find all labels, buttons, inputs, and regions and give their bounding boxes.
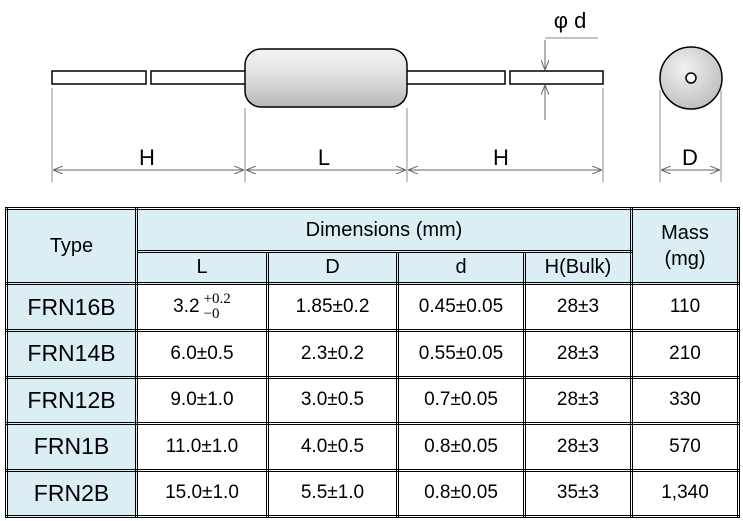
table-cell: 570 <box>630 422 740 472</box>
table-cell: 1.85±0.2 <box>266 282 399 332</box>
dimension-lines <box>53 40 720 170</box>
table-cell: 2.3±0.2 <box>266 329 399 379</box>
table-cell: 0.8±0.05 <box>396 468 526 518</box>
table-cell: 11.0±1.0 <box>135 422 269 472</box>
extension-lines <box>51 37 722 182</box>
h-label: H <box>139 145 155 170</box>
table-cell: 0.55±0.05 <box>396 329 526 379</box>
type-cell: FRN16B <box>5 282 138 332</box>
d-label: D <box>682 145 698 170</box>
table-cell: 210 <box>630 329 740 379</box>
tolerance: +0.2 −0 <box>204 292 231 322</box>
header-cell: L <box>135 250 269 285</box>
table-row: FRN16B 3.2 +0.2 −0 1.85±0.2 0.45±0.05 28±3 110 <box>5 282 740 332</box>
type-cell: FRN14B <box>5 329 138 379</box>
table-cell: 0.7±0.05 <box>396 375 526 425</box>
table-cell: 0.8±0.05 <box>396 422 526 472</box>
resistor-diagram: φ d H L H D <box>51 8 723 182</box>
type-cell: FRN1B <box>5 422 138 472</box>
table-row: FRN12B 9.0±1.0 3.0±0.5 0.7±0.05 28±3 330 <box>5 375 740 425</box>
lower-tolerance: −0 <box>203 306 220 322</box>
table-cell: 28±3 <box>523 329 633 379</box>
table-cell: 35±3 <box>523 468 633 518</box>
table-cell: 0.45±0.05 <box>396 282 526 332</box>
table-cell: 28±3 <box>523 422 633 472</box>
header-cell: d <box>396 250 526 285</box>
table-cell: 5.5±1.0 <box>266 468 399 518</box>
table-cell: 6.0±0.5 <box>135 329 269 379</box>
table-cell: 28±3 <box>523 282 633 332</box>
header-cell: Mass (mg) <box>630 207 740 285</box>
header-cell: D <box>266 250 399 285</box>
resistor-body <box>244 48 408 108</box>
value: 3.2 <box>173 296 200 318</box>
l-label: L <box>318 145 330 170</box>
table-cell: 3.2 +0.2 −0 <box>135 282 269 332</box>
table-cell: 1,340 <box>630 468 740 518</box>
table-cell: 15.0±1.0 <box>135 468 269 518</box>
table-row: FRN1B 11.0±1.0 4.0±0.5 0.8±0.05 28±3 570 <box>5 422 740 472</box>
table-row: FRN14B 6.0±0.5 2.3±0.2 0.55±0.05 28±3 210 <box>5 329 740 379</box>
h-label: H <box>493 145 509 170</box>
header-cell: Type <box>5 207 138 285</box>
table-cell: 110 <box>630 282 740 332</box>
table-cell: 3.0±0.5 <box>266 375 399 425</box>
table-cell: 330 <box>630 375 740 425</box>
type-cell: FRN12B <box>5 375 138 425</box>
header-cell: H(Bulk) <box>523 250 633 285</box>
table-row: FRN2B 15.0±1.0 5.5±1.0 0.8±0.05 35±3 1,340 <box>5 468 740 518</box>
upper-tolerance: +0.2 <box>203 291 231 307</box>
end-view-lead <box>685 72 697 84</box>
table-cell: 28±3 <box>523 375 633 425</box>
table-cell: 4.0±0.5 <box>266 422 399 472</box>
table-cell: 9.0±1.0 <box>135 375 269 425</box>
header-cell: Dimensions (mm) <box>135 207 633 253</box>
phi-d-label: φ d <box>554 8 587 33</box>
type-cell: FRN2B <box>5 468 138 518</box>
